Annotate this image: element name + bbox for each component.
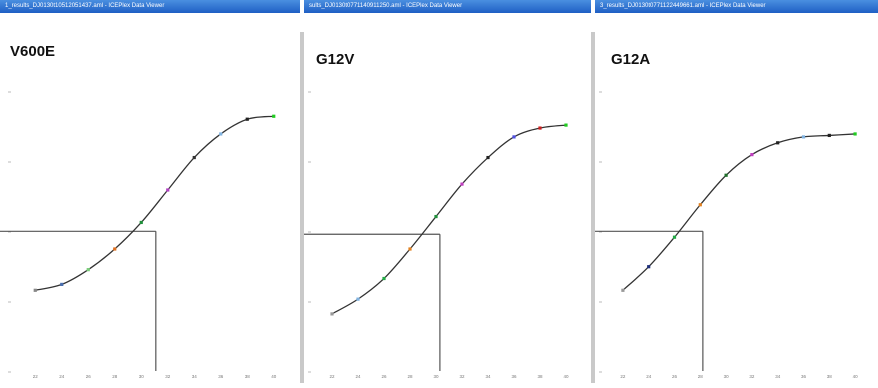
x-tick-label: 30 <box>433 374 439 379</box>
x-tick-label: 34 <box>485 374 491 379</box>
chart-window-g12v: sults_DJ0130t0771140911250.aml - ICEPlex… <box>304 0 591 383</box>
data-point <box>434 214 438 219</box>
data-point <box>776 141 780 145</box>
x-tick-label: 40 <box>563 374 569 379</box>
x-tick-label: 38 <box>537 374 543 379</box>
x-tick-label: 32 <box>459 374 465 379</box>
data-point <box>139 220 143 225</box>
amplification-curve-chart: G12V 22 24 26 28 30 32 34 36 38 40 <box>304 51 569 379</box>
x-tick-label: 28 <box>407 374 413 379</box>
data-point <box>192 155 196 160</box>
x-tick-label: 30 <box>724 374 730 379</box>
data-point <box>60 282 64 286</box>
data-point <box>219 132 223 136</box>
x-tick-label: 40 <box>853 374 859 379</box>
x-tick-label: 38 <box>245 374 251 379</box>
x-tick-label: 28 <box>698 374 704 379</box>
x-tick-label: 24 <box>355 374 361 379</box>
window-title-bar[interactable]: 3_results_DJ0130t0771122449661.aml - ICE… <box>595 0 878 13</box>
x-tick-label: 24 <box>646 374 652 379</box>
data-point <box>382 276 386 281</box>
data-point <box>33 288 37 292</box>
data-point <box>853 132 857 136</box>
x-tick-label: 24 <box>59 374 65 379</box>
amplification-curve-chart: G12A 22 24 26 28 30 32 34 36 38 40 <box>595 51 859 379</box>
window-title: 1_results_DJ0130t10512051437.aml - ICEPl… <box>5 3 165 9</box>
data-point <box>564 123 568 127</box>
x-tick-label: 26 <box>86 374 92 379</box>
x-tick-label: 34 <box>775 374 781 379</box>
panel-divider <box>591 32 595 383</box>
data-point <box>538 126 542 130</box>
toolbar-strip <box>0 13 300 33</box>
data-point <box>245 117 249 121</box>
data-point <box>647 265 651 269</box>
x-tick-label: 30 <box>139 374 145 379</box>
data-point <box>486 155 490 160</box>
x-tick-label: 26 <box>381 374 387 379</box>
data-point <box>408 247 412 251</box>
data-point <box>801 135 806 139</box>
data-point <box>166 188 170 192</box>
x-tick-label: 26 <box>672 374 678 379</box>
chart-window-g12a: 3_results_DJ0130t0771122449661.aml - ICE… <box>595 0 878 383</box>
x-tick-label: 38 <box>827 374 833 379</box>
plot-area: G12A 22 24 26 28 30 32 34 36 38 40 <box>595 32 878 383</box>
x-tick-label: 40 <box>271 374 277 379</box>
x-tick-label: 34 <box>192 374 198 379</box>
window-title: sults_DJ0130t0771140911250.aml - ICEPlex… <box>309 3 463 9</box>
data-point <box>113 247 117 251</box>
x-tick-label: 22 <box>33 374 39 379</box>
window-title-bar[interactable]: sults_DJ0130t0771140911250.aml - ICEPlex… <box>304 0 591 13</box>
data-point <box>86 268 90 272</box>
chart-title-label: V600E <box>10 43 55 60</box>
data-point <box>698 203 702 207</box>
x-tick-label: 22 <box>329 374 335 379</box>
window-title-bar[interactable]: 1_results_DJ0130t10512051437.aml - ICEPl… <box>0 0 300 13</box>
x-tick-label: 36 <box>218 374 224 379</box>
toolbar-strip <box>595 13 878 33</box>
data-point <box>272 114 276 118</box>
amplification-curve <box>622 133 856 291</box>
data-point <box>460 182 464 186</box>
x-tick-label: 28 <box>112 374 118 379</box>
plot-area: V600E 22 24 26 28 30 32 34 36 38 40 <box>0 32 300 383</box>
data-point <box>750 153 754 157</box>
amplification-curve-chart: V600E 22 24 26 28 30 32 34 36 38 40 <box>0 43 277 379</box>
data-point <box>512 135 516 139</box>
data-point <box>356 297 360 301</box>
plot-area: G12V 22 24 26 28 30 32 34 36 38 40 <box>304 32 591 383</box>
data-point <box>724 173 728 177</box>
x-tick-label: 36 <box>801 374 807 379</box>
data-point <box>621 288 625 292</box>
x-tick-label: 22 <box>620 374 626 379</box>
data-point <box>672 235 677 239</box>
chart-title-label: G12V <box>316 51 354 68</box>
x-tick-label: 32 <box>749 374 755 379</box>
toolbar-strip <box>304 13 591 33</box>
chart-title-label: G12A <box>611 51 650 68</box>
x-tick-label: 32 <box>165 374 171 379</box>
data-point <box>330 312 334 316</box>
amplification-curve <box>35 115 274 291</box>
x-tick-label: 36 <box>511 374 517 379</box>
data-point <box>827 133 831 138</box>
amplification-curve <box>331 124 567 315</box>
chart-window-v600e: 1_results_DJ0130t10512051437.aml - ICEPl… <box>0 0 300 383</box>
window-title: 3_results_DJ0130t0771122449661.aml - ICE… <box>600 3 766 9</box>
panel-divider <box>300 32 304 383</box>
